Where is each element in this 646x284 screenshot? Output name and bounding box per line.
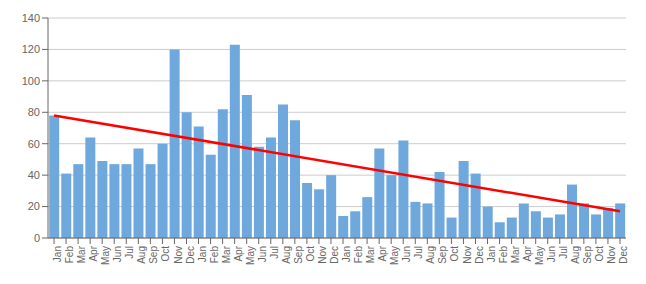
svg-text:Jun: Jun bbox=[546, 246, 557, 262]
svg-text:Aug: Aug bbox=[281, 246, 292, 264]
svg-text:Dec: Dec bbox=[329, 246, 340, 264]
svg-text:Jul: Jul bbox=[558, 246, 569, 259]
svg-text:Sep: Sep bbox=[582, 246, 593, 264]
svg-text:May: May bbox=[245, 246, 256, 265]
svg-text:Jun: Jun bbox=[401, 246, 412, 262]
svg-text:Dec: Dec bbox=[474, 246, 485, 264]
svg-text:Apr: Apr bbox=[88, 245, 99, 261]
svg-text:Oct: Oct bbox=[160, 246, 171, 262]
svg-text:Nov: Nov bbox=[173, 246, 184, 264]
svg-text:Aug: Aug bbox=[136, 246, 147, 264]
svg-text:Mar: Mar bbox=[510, 245, 521, 263]
svg-text:20: 20 bbox=[28, 200, 40, 212]
svg-text:Jul: Jul bbox=[413, 246, 424, 259]
svg-text:Apr: Apr bbox=[233, 245, 244, 261]
svg-text:60: 60 bbox=[28, 138, 40, 150]
svg-text:80: 80 bbox=[28, 106, 40, 118]
svg-text:Sep: Sep bbox=[293, 246, 304, 264]
svg-text:Jun: Jun bbox=[112, 246, 123, 262]
svg-text:Jan: Jan bbox=[52, 246, 63, 262]
svg-text:Mar: Mar bbox=[221, 245, 232, 263]
svg-text:Jan: Jan bbox=[197, 246, 208, 262]
svg-text:May: May bbox=[534, 246, 545, 265]
svg-text:Oct: Oct bbox=[594, 246, 605, 262]
svg-text:Feb: Feb bbox=[498, 246, 509, 264]
svg-text:Jul: Jul bbox=[124, 246, 135, 259]
svg-text:140: 140 bbox=[22, 12, 40, 24]
svg-text:Apr: Apr bbox=[377, 245, 388, 261]
svg-text:Nov: Nov bbox=[462, 246, 473, 264]
svg-text:Jul: Jul bbox=[269, 246, 280, 259]
svg-text:Nov: Nov bbox=[606, 246, 617, 264]
svg-text:Jun: Jun bbox=[257, 246, 268, 262]
svg-text:0: 0 bbox=[34, 232, 40, 244]
svg-text:120: 120 bbox=[22, 43, 40, 55]
svg-text:Feb: Feb bbox=[64, 246, 75, 264]
svg-text:40: 40 bbox=[28, 169, 40, 181]
svg-text:Nov: Nov bbox=[317, 246, 328, 264]
svg-text:Mar: Mar bbox=[76, 245, 87, 263]
svg-text:Feb: Feb bbox=[353, 246, 364, 264]
svg-text:Oct: Oct bbox=[305, 246, 316, 262]
svg-text:Sep: Sep bbox=[437, 246, 448, 264]
svg-text:Dec: Dec bbox=[618, 246, 629, 264]
svg-text:100: 100 bbox=[22, 75, 40, 87]
svg-text:Aug: Aug bbox=[570, 246, 581, 264]
svg-text:Oct: Oct bbox=[449, 246, 460, 262]
svg-text:Apr: Apr bbox=[522, 245, 533, 261]
svg-text:Aug: Aug bbox=[425, 246, 436, 264]
svg-text:Sep: Sep bbox=[148, 246, 159, 264]
svg-text:Jan: Jan bbox=[341, 246, 352, 262]
svg-text:Dec: Dec bbox=[185, 246, 196, 264]
svg-text:Jan: Jan bbox=[486, 246, 497, 262]
svg-text:May: May bbox=[100, 246, 111, 265]
svg-text:Feb: Feb bbox=[209, 246, 220, 264]
svg-text:May: May bbox=[389, 246, 400, 265]
svg-text:Mar: Mar bbox=[365, 245, 376, 263]
